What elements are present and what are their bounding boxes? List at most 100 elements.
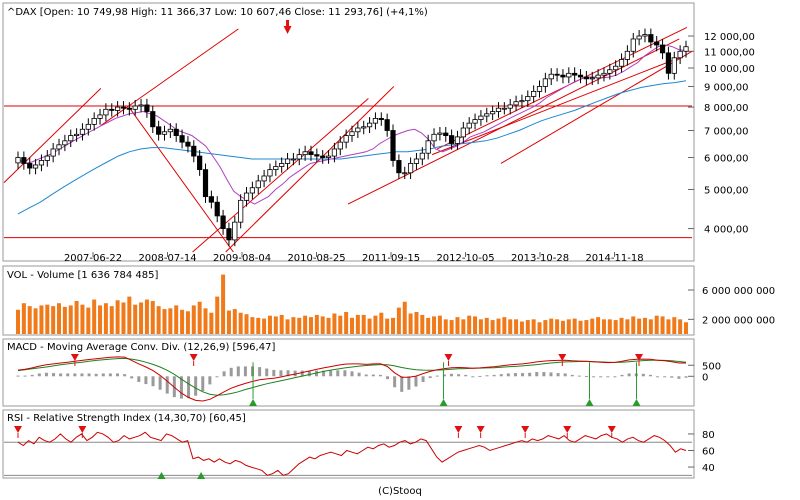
candle-body xyxy=(302,151,308,156)
macd-histogram-bar xyxy=(30,374,34,377)
candle-body xyxy=(607,69,613,74)
price-panel-frame xyxy=(2,2,695,262)
candle-body xyxy=(683,46,689,52)
volume-bar xyxy=(355,314,360,334)
volume-bar xyxy=(660,316,665,334)
candle-body xyxy=(443,132,449,136)
volume-bar xyxy=(373,315,378,334)
macd-histogram-bar xyxy=(663,376,667,378)
candle-body xyxy=(220,215,226,229)
volume-bar xyxy=(150,301,155,334)
volume-bar xyxy=(308,317,313,334)
macd-histogram-bar xyxy=(179,376,183,399)
macd-histogram-bar xyxy=(400,376,404,392)
volume-bar xyxy=(490,320,495,334)
candle-body xyxy=(21,157,27,164)
price-x-tick-label: 2010-08-25 xyxy=(287,253,345,264)
price-y-tick-label: 7 000,00 xyxy=(704,127,749,138)
candle-body xyxy=(191,145,197,157)
candle-body xyxy=(478,115,484,120)
macd-sell-marker-icon xyxy=(558,354,567,361)
rsi-overbought-marker-icon xyxy=(521,426,530,433)
macd-histogram-bar xyxy=(627,373,631,377)
macd-histogram-bar xyxy=(23,375,27,377)
macd-histogram-bar xyxy=(293,370,297,377)
candle-body xyxy=(73,133,80,136)
candle-body xyxy=(173,128,179,136)
price-x-tick-label: 2011-09-15 xyxy=(362,253,420,264)
macd-histogram-bar xyxy=(286,370,290,377)
rsi-oversold-marker-icon xyxy=(157,472,166,479)
macd-histogram-bar xyxy=(229,367,233,377)
volume-bar xyxy=(39,305,44,334)
volume-y-tick-label: 6 000 000 000 xyxy=(702,286,775,297)
macd-histogram-bar xyxy=(492,374,496,377)
macd-histogram-bar xyxy=(485,375,489,377)
volume-bar xyxy=(103,303,108,334)
candle-body xyxy=(226,228,232,241)
macd-sell-marker-icon xyxy=(634,354,643,361)
rsi-overbought-marker-icon xyxy=(476,426,485,433)
macd-histogram-bar xyxy=(648,374,652,377)
macd-header: MACD - Moving Average Conv. Div. (12,26,… xyxy=(7,342,275,353)
macd-buy-marker-icon xyxy=(585,399,594,406)
candle-body xyxy=(337,141,343,150)
macd-histogram-bar xyxy=(677,376,681,379)
macd-y-tick-label: 0 xyxy=(702,372,708,383)
candle-body xyxy=(472,119,478,124)
macd-histogram-bar xyxy=(464,374,468,377)
volume-bar xyxy=(273,316,278,334)
candle-body xyxy=(62,140,68,146)
price-header: ^DAX [Open: 10 749,98 High: 11 366,37 Lo… xyxy=(7,7,428,18)
macd-histogram-bar xyxy=(542,372,546,377)
macd-histogram-bar xyxy=(137,376,141,382)
candle-body xyxy=(331,148,338,157)
candle-body xyxy=(460,127,466,138)
macd-histogram-bar xyxy=(158,376,162,390)
macd-histogram-bar xyxy=(279,370,283,377)
volume-bar xyxy=(637,318,642,334)
volume-bar xyxy=(338,315,343,334)
volume-bar xyxy=(221,274,226,334)
candle-body xyxy=(601,72,607,76)
volume-bar xyxy=(174,305,179,334)
volume-bar xyxy=(267,315,272,334)
macd-histogram-bar xyxy=(272,369,276,377)
candle-body xyxy=(431,133,437,142)
candle-body xyxy=(120,106,127,109)
rsi-panel: 40 60 80 xyxy=(4,426,715,479)
macd-histogram-bar xyxy=(506,373,510,377)
volume-bar xyxy=(613,320,618,334)
macd-histogram-bar xyxy=(414,376,418,387)
volume-bar xyxy=(484,317,489,334)
candle-body xyxy=(366,122,373,128)
volume-bar xyxy=(109,306,114,334)
volume-bar xyxy=(27,306,32,334)
price-y-tick-label: 10 000,00 xyxy=(704,64,755,75)
volume-bar xyxy=(139,302,144,334)
candle-body xyxy=(407,163,414,174)
volume-bar xyxy=(156,306,161,334)
macd-histogram-bar xyxy=(641,373,645,377)
macd-histogram-bar xyxy=(336,370,340,377)
candle-body xyxy=(197,155,203,171)
volume-bar xyxy=(449,320,454,334)
candle-body xyxy=(167,128,173,133)
candle-body xyxy=(243,192,250,201)
macd-histogram-bar xyxy=(549,372,553,377)
candle-body xyxy=(554,73,560,76)
volume-bar xyxy=(244,314,249,334)
candle-body xyxy=(671,57,677,74)
macd-histogram-bar xyxy=(499,374,503,377)
candle-body xyxy=(542,78,548,87)
volume-bar xyxy=(396,307,401,334)
volume-bar xyxy=(678,319,683,334)
macd-histogram-bar xyxy=(59,373,63,377)
volume-bar xyxy=(232,309,237,334)
candle-body xyxy=(144,104,150,112)
candle-body xyxy=(132,105,138,110)
candle-body xyxy=(378,118,384,120)
macd-histogram-bar xyxy=(130,376,134,379)
volume-bar xyxy=(508,319,513,334)
